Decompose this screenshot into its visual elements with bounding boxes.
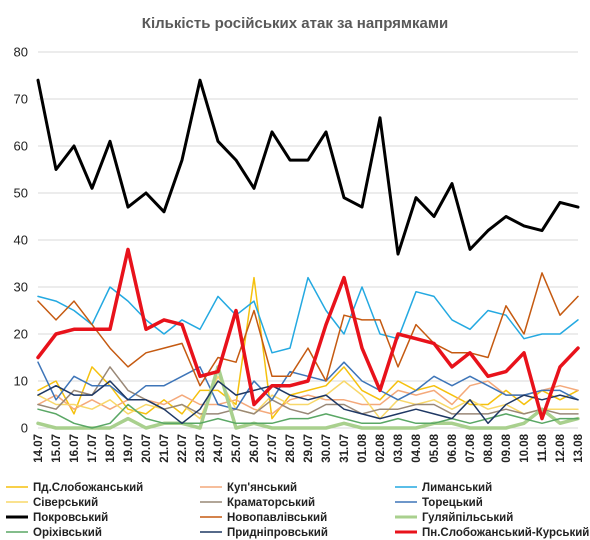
legend: Пд.Слобожанський Куп'янський Лиманський Сів… <box>6 482 589 539</box>
x-tick-label: 01.08 <box>357 433 369 462</box>
legend-label: Торецький <box>422 497 483 509</box>
x-tick-label: 20.07 <box>141 434 153 463</box>
x-tick-label: 10.08 <box>519 433 531 462</box>
x-tick-label: 14.07 <box>33 434 45 463</box>
y-tick-label: 20 <box>14 327 28 342</box>
series-line <box>36 365 580 430</box>
x-tick-label: 09.08 <box>501 433 513 462</box>
y-tick-label: 60 <box>14 139 28 154</box>
x-tick-label: 18.07 <box>105 434 117 463</box>
series-line <box>37 403 579 429</box>
legend-label: Сіверський <box>33 497 98 509</box>
x-tick-label: 19.07 <box>123 434 135 463</box>
x-tick-label: 08.08 <box>483 433 495 462</box>
legend-label: Пд.Слобожанський <box>33 482 143 494</box>
legend-label: Пн.Слобожанський-Курський <box>422 527 589 539</box>
x-tick-label: 23.07 <box>195 434 207 463</box>
x-tick-label: 15.07 <box>51 434 63 463</box>
x-tick-label: 25.07 <box>231 434 243 463</box>
x-tick-label: 29.07 <box>303 434 315 463</box>
x-tick-label: 16.07 <box>69 434 81 463</box>
x-tick-label: 26.07 <box>249 434 261 463</box>
series-line <box>36 78 580 256</box>
x-tick-label: 03.08 <box>393 433 405 462</box>
series-lines <box>36 78 580 430</box>
x-tick-label: 12.08 <box>555 433 567 462</box>
y-axis: 0 10 20 30 40 50 60 70 80 <box>14 45 28 436</box>
x-tick-label: 30.07 <box>321 434 333 463</box>
series-line <box>36 247 580 421</box>
series-line <box>37 375 579 420</box>
legend-label: Придніпровський <box>227 527 328 539</box>
x-tick-label: 04.08 <box>411 433 423 462</box>
x-tick-label: 02.08 <box>375 433 387 462</box>
legend-label: Покровський <box>33 512 108 524</box>
y-tick-label: 10 <box>14 374 28 389</box>
series-line <box>37 272 579 387</box>
y-tick-label: 40 <box>14 233 28 248</box>
series-line <box>37 276 579 420</box>
y-tick-label: 70 <box>14 92 28 107</box>
legend-label: Гуляйпільський <box>422 512 513 524</box>
series-line <box>37 361 579 410</box>
x-tick-label: 05.08 <box>429 433 441 462</box>
series-line <box>37 366 579 415</box>
x-tick-label: 22.07 <box>177 434 189 463</box>
x-tick-label: 21.07 <box>159 434 171 463</box>
x-tick-label: 24.07 <box>213 434 225 463</box>
legend-label: Куп'янський <box>227 482 297 494</box>
legend-label: Новопавлівський <box>227 512 327 524</box>
legend-label: Краматорський <box>227 497 315 509</box>
chart-title: Кількість російських атак за напрямками <box>142 15 448 32</box>
x-tick-label: 28.07 <box>285 434 297 463</box>
series-line <box>37 380 579 425</box>
x-tick-label: 06.08 <box>447 433 459 462</box>
y-tick-label: 30 <box>14 280 28 295</box>
x-tick-label: 07.08 <box>465 433 477 462</box>
grid <box>38 51 578 429</box>
series-line <box>37 276 579 354</box>
x-tick-label: 17.07 <box>87 434 99 463</box>
x-axis: 14.07 15.07 16.07 17.07 18.07 19.07 20.07 21.07… <box>33 433 585 462</box>
y-tick-label: 80 <box>14 45 28 60</box>
legend-label: Оріхівський <box>33 527 102 539</box>
x-tick-label: 27.07 <box>267 434 279 463</box>
y-tick-label: 50 <box>14 186 28 201</box>
x-tick-label: 13.08 <box>573 433 585 462</box>
y-tick-label: 0 <box>21 421 28 436</box>
legend-label: Лиманський <box>422 482 492 494</box>
x-tick-label: 31.07 <box>339 434 351 463</box>
x-tick-label: 11.08 <box>537 433 549 462</box>
